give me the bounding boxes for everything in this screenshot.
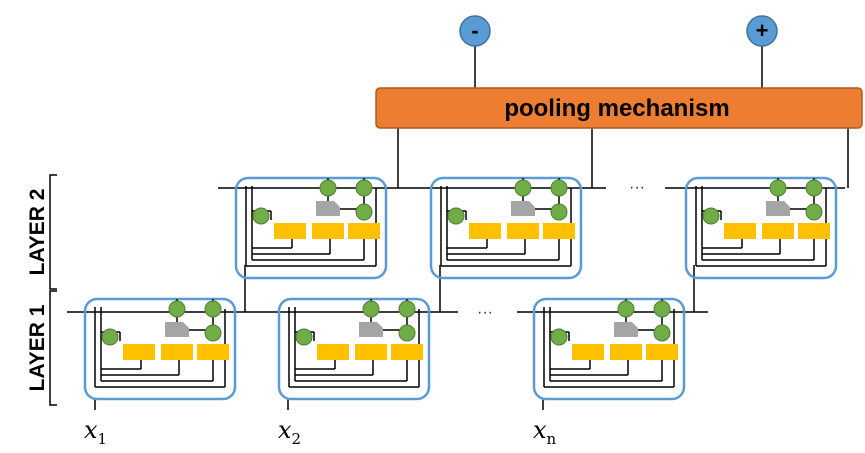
- cell-memory-unit: [316, 201, 340, 216]
- pooling-mechanism-label: pooling mechanism: [504, 95, 729, 122]
- cell-top-gate-1: [617, 300, 635, 318]
- cell-memory-unit: [359, 322, 383, 337]
- cell-activation-1: [724, 223, 756, 239]
- cell-memory-unit: [165, 322, 189, 337]
- cell-activation-3: [197, 344, 229, 360]
- cell-activation-3: [348, 223, 380, 239]
- connection-wires: [67, 46, 849, 410]
- positive-output-label: +: [756, 18, 769, 43]
- cell-activation-2: [161, 344, 193, 360]
- cell-activation-3: [646, 344, 678, 360]
- cell-activation-2: [507, 223, 539, 239]
- cell-right-gate: [653, 324, 671, 342]
- input-label-x1: x1: [84, 416, 107, 448]
- layer1-cell-1: [83, 297, 237, 401]
- cell-activation-1: [274, 223, 306, 239]
- cell-top-gate-2: [550, 179, 568, 197]
- cell-activation-1: [572, 344, 604, 360]
- cell-activation-2: [355, 344, 387, 360]
- cell-top-gate-1: [514, 179, 532, 197]
- pooling-mechanism-box: [375, 87, 863, 129]
- cell-activation-2: [312, 223, 344, 239]
- cell-top-gate-2: [805, 179, 823, 197]
- negative-output-node: [459, 15, 491, 47]
- cell-left-gate: [550, 328, 568, 346]
- cell-right-gate: [355, 203, 373, 221]
- cell-right-gate: [398, 324, 416, 342]
- layer2-label: LAYER 2: [26, 189, 49, 276]
- cell-left-gate: [702, 207, 720, 225]
- layer2-cell-2: [429, 176, 583, 280]
- cell-top-gate-1: [362, 300, 380, 318]
- cell-activation-3: [543, 223, 575, 239]
- cell-border: [429, 176, 583, 280]
- cell-right-gate: [204, 324, 222, 342]
- cell-top-gate-2: [398, 300, 416, 318]
- cell-top-gate-2: [355, 179, 373, 197]
- input-label-x2: x2: [278, 416, 301, 448]
- cell-memory-unit: [614, 322, 638, 337]
- cell-activation-3: [798, 223, 830, 239]
- layer2-bracket: [49, 174, 57, 290]
- layer2-cell-3: [684, 176, 838, 280]
- cell-memory-unit: [766, 201, 790, 216]
- cell-memory-unit: [511, 201, 535, 216]
- cell-left-gate: [295, 328, 313, 346]
- cell-activation-1: [317, 344, 349, 360]
- cell-top-gate-2: [204, 300, 222, 318]
- cell-top-gate-1: [168, 300, 186, 318]
- layer1-cell-2: [277, 297, 431, 401]
- input-label-xn: xn: [533, 416, 557, 448]
- cell-border: [83, 297, 237, 401]
- cell-left-gate: [252, 207, 270, 225]
- cell-right-gate: [550, 203, 568, 221]
- cell-border: [684, 176, 838, 280]
- cell-right-gate: [805, 203, 823, 221]
- cell-activation-1: [469, 223, 501, 239]
- layer1-label: LAYER 1: [26, 304, 49, 391]
- cell-border: [277, 297, 431, 401]
- cell-activation-2: [610, 344, 642, 360]
- cell-activation-2: [762, 223, 794, 239]
- positive-output-node: [746, 15, 778, 47]
- cell-top-gate-2: [653, 300, 671, 318]
- cell-activation-3: [391, 344, 423, 360]
- cell-top-gate-1: [319, 179, 337, 197]
- lstm-cells: [83, 176, 838, 401]
- negative-output-label: -: [471, 18, 478, 43]
- layer1-ellipsis: ···: [477, 304, 493, 321]
- layer2-ellipsis: ···: [629, 179, 645, 196]
- layer2-cell-1: [234, 176, 388, 280]
- layer1-bracket: [49, 290, 57, 406]
- cell-border: [532, 297, 686, 401]
- cell-activation-1: [123, 344, 155, 360]
- cell-border: [234, 176, 388, 280]
- layer1-cell-n: [532, 297, 686, 401]
- cell-top-gate-1: [769, 179, 787, 197]
- cell-left-gate: [447, 207, 465, 225]
- cell-left-gate: [101, 328, 119, 346]
